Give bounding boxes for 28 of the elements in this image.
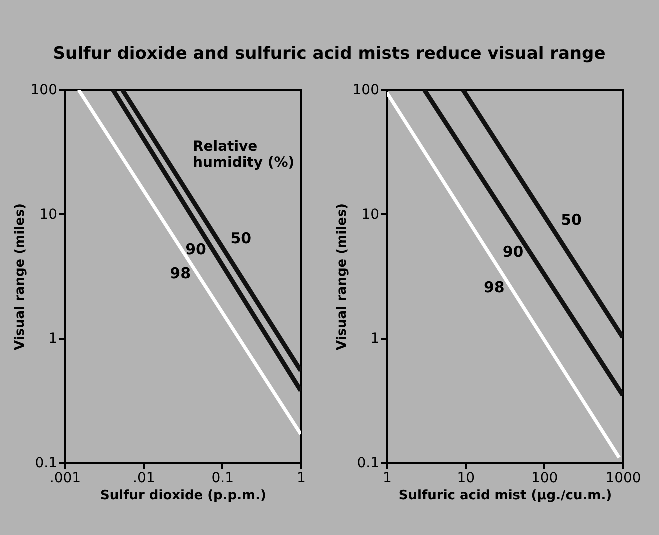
x-tick-label: 1000 xyxy=(606,470,642,486)
x-tick-label: .001 xyxy=(50,470,82,486)
y-tick-label: 10 xyxy=(362,206,380,223)
x-tick-label: 10 xyxy=(457,470,476,486)
series-label: 90 xyxy=(502,242,524,261)
x-axis-title: Sulfur dioxide (p.p.m.) xyxy=(100,488,266,504)
y-tick-label: 1 xyxy=(48,331,58,348)
y-tick-label: 100 xyxy=(352,82,380,98)
x-tick-label: 0.1 xyxy=(212,470,234,486)
x-tick-label: 1 xyxy=(297,470,306,486)
series-label: 98 xyxy=(484,278,505,297)
y-axis-title: Visual range (miles) xyxy=(12,203,28,351)
x-tick-label: .01 xyxy=(133,470,156,486)
y-tick-label: 0.1 xyxy=(35,456,58,472)
legend-title: Relative humidity (%) xyxy=(193,139,295,171)
y-tick-label: 1 xyxy=(370,331,380,348)
y-tick-label: 10 xyxy=(40,206,58,223)
series-label: 98 xyxy=(170,264,192,282)
x-axis-title: Sulfuric acid mist (µg./cu.m.) xyxy=(398,488,612,504)
series-label: 50 xyxy=(561,211,582,230)
y-axis-title: Visual range (miles) xyxy=(334,203,350,351)
x-tick-label: 1 xyxy=(383,470,392,486)
y-tick-label: 0.1 xyxy=(357,456,380,472)
series-label: 50 xyxy=(230,230,252,248)
x-tick-label: 100 xyxy=(531,470,558,486)
series-label: 90 xyxy=(186,240,206,258)
chart-title: Sulfur dioxide and sulfuric acid mists reduce visual range xyxy=(52,44,607,64)
y-tick-label: 100 xyxy=(30,82,58,98)
